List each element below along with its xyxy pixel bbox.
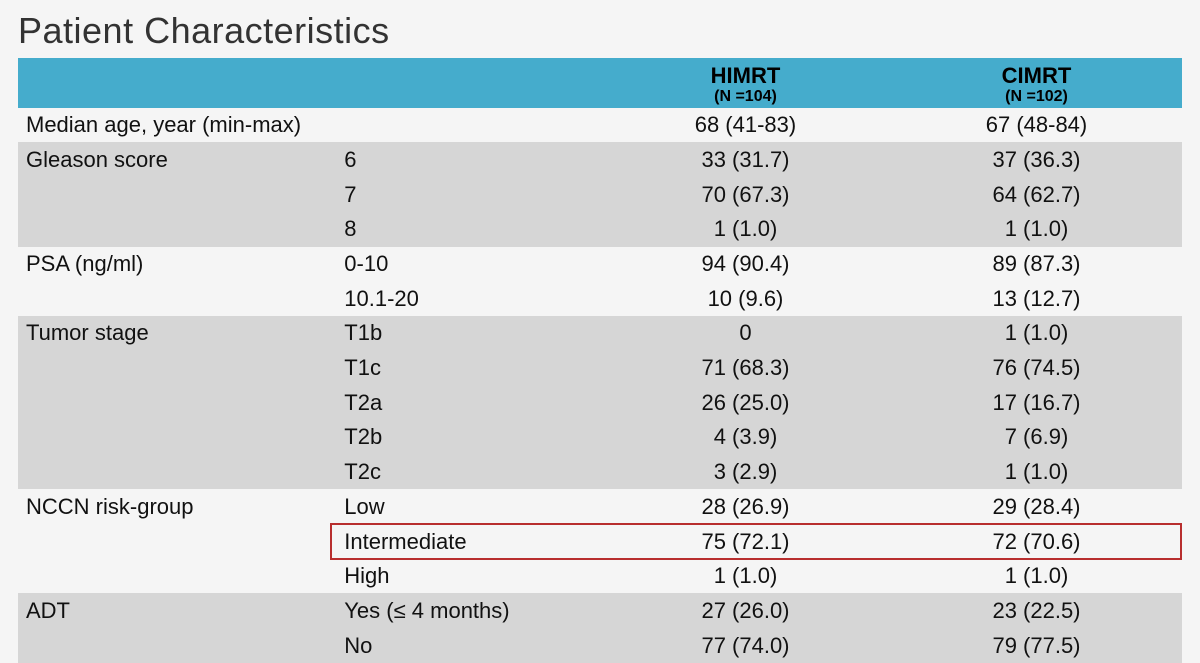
cell-c4: 37 (36.3) xyxy=(891,142,1182,177)
cell-c1 xyxy=(18,628,332,663)
cell-c1: Gleason score xyxy=(18,142,332,177)
header-cimrt-label: CIMRT xyxy=(1002,63,1072,88)
cell-c4: 1 (1.0) xyxy=(891,316,1182,351)
header-himrt-sub: (N =104) xyxy=(604,88,887,106)
cell-c2 xyxy=(332,108,600,143)
table-row: 770 (67.3)64 (62.7) xyxy=(18,177,1182,212)
cell-c3: 70 (67.3) xyxy=(600,177,891,212)
cell-c3: 1 (1.0) xyxy=(600,212,891,247)
cell-c1 xyxy=(18,455,332,490)
table-row: T1c71 (68.3)76 (74.5) xyxy=(18,351,1182,386)
cell-c4: 1 (1.0) xyxy=(891,455,1182,490)
cell-c3: 75 (72.1) xyxy=(600,524,891,559)
cell-c4: 89 (87.3) xyxy=(891,247,1182,282)
cell-c1: PSA (ng/ml) xyxy=(18,247,332,282)
cell-c4: 17 (16.7) xyxy=(891,385,1182,420)
cell-c2: 8 xyxy=(332,212,600,247)
cell-c4: 29 (28.4) xyxy=(891,489,1182,524)
cell-c4: 7 (6.9) xyxy=(891,420,1182,455)
patient-characteristics-table: HIMRT (N =104) CIMRT (N =102) Median age… xyxy=(18,58,1182,663)
cell-c2: Yes (≤ 4 months) xyxy=(332,593,600,628)
cell-c4: 64 (62.7) xyxy=(891,177,1182,212)
cell-c2: No xyxy=(332,628,600,663)
header-col-cimrt: CIMRT (N =102) xyxy=(891,58,1182,108)
cell-c2: 0-10 xyxy=(332,247,600,282)
cell-c3: 0 xyxy=(600,316,891,351)
table-row: High1 (1.0)1 (1.0) xyxy=(18,559,1182,594)
cell-c4: 13 (12.7) xyxy=(891,281,1182,316)
cell-c2: T2a xyxy=(332,385,600,420)
cell-c2: T1b xyxy=(332,316,600,351)
table-row: T2c3 (2.9)1 (1.0) xyxy=(18,455,1182,490)
cell-c2: 10.1-20 xyxy=(332,281,600,316)
table-row: T2b4 (3.9)7 (6.9) xyxy=(18,420,1182,455)
table-row: PSA (ng/ml)0-1094 (90.4)89 (87.3) xyxy=(18,247,1182,282)
table-row: ADTYes (≤ 4 months)27 (26.0)23 (22.5) xyxy=(18,593,1182,628)
cell-c3: 77 (74.0) xyxy=(600,628,891,663)
cell-c1: Median age, year (min-max) xyxy=(18,108,332,143)
table-header-row: HIMRT (N =104) CIMRT (N =102) xyxy=(18,58,1182,108)
header-col-himrt: HIMRT (N =104) xyxy=(600,58,891,108)
cell-c3: 4 (3.9) xyxy=(600,420,891,455)
cell-c3: 68 (41-83) xyxy=(600,108,891,143)
cell-c1 xyxy=(18,559,332,594)
table-row: NCCN risk-groupLow28 (26.9)29 (28.4) xyxy=(18,489,1182,524)
cell-c2: Intermediate xyxy=(332,524,600,559)
header-cimrt-sub: (N =102) xyxy=(895,88,1178,106)
cell-c1: NCCN risk-group xyxy=(18,489,332,524)
page-title: Patient Characteristics xyxy=(18,10,1182,52)
cell-c2: Low xyxy=(332,489,600,524)
header-col-1 xyxy=(18,58,332,108)
table-row: 81 (1.0)1 (1.0) xyxy=(18,212,1182,247)
cell-c3: 26 (25.0) xyxy=(600,385,891,420)
cell-c4: 79 (77.5) xyxy=(891,628,1182,663)
cell-c3: 10 (9.6) xyxy=(600,281,891,316)
cell-c3: 3 (2.9) xyxy=(600,455,891,490)
table-row: T2a26 (25.0)17 (16.7) xyxy=(18,385,1182,420)
table-row: Intermediate75 (72.1)72 (70.6) xyxy=(18,524,1182,559)
header-col-2 xyxy=(332,58,600,108)
cell-c2: T2b xyxy=(332,420,600,455)
cell-c1 xyxy=(18,351,332,386)
cell-c2: 7 xyxy=(332,177,600,212)
cell-c3: 1 (1.0) xyxy=(600,559,891,594)
table-row: Median age, year (min-max) 68 (41-83)67 (… xyxy=(18,108,1182,143)
cell-c3: 33 (31.7) xyxy=(600,142,891,177)
cell-c3: 94 (90.4) xyxy=(600,247,891,282)
cell-c4: 23 (22.5) xyxy=(891,593,1182,628)
cell-c4: 72 (70.6) xyxy=(891,524,1182,559)
cell-c3: 28 (26.9) xyxy=(600,489,891,524)
table-body: Median age, year (min-max)68 (41-83)67 (… xyxy=(18,108,1182,663)
cell-c2: T1c xyxy=(332,351,600,386)
cell-c1 xyxy=(18,385,332,420)
cell-c3: 27 (26.0) xyxy=(600,593,891,628)
table-row: No77 (74.0)79 (77.5) xyxy=(18,628,1182,663)
cell-c4: 67 (48-84) xyxy=(891,108,1182,143)
cell-c4: 1 (1.0) xyxy=(891,212,1182,247)
cell-c1 xyxy=(18,281,332,316)
cell-c1: Tumor stage xyxy=(18,316,332,351)
cell-c2: High xyxy=(332,559,600,594)
cell-c1 xyxy=(18,212,332,247)
cell-c2: 6 xyxy=(332,142,600,177)
header-himrt-label: HIMRT xyxy=(711,63,781,88)
cell-c4: 1 (1.0) xyxy=(891,559,1182,594)
cell-c1 xyxy=(18,420,332,455)
cell-c2: T2c xyxy=(332,455,600,490)
table-container: HIMRT (N =104) CIMRT (N =102) Median age… xyxy=(18,58,1182,663)
table-row: Tumor stageT1b01 (1.0) xyxy=(18,316,1182,351)
cell-c1 xyxy=(18,524,332,559)
cell-c3: 71 (68.3) xyxy=(600,351,891,386)
cell-c1: ADT xyxy=(18,593,332,628)
table-row: Gleason score633 (31.7)37 (36.3) xyxy=(18,142,1182,177)
table-row: 10.1-2010 (9.6)13 (12.7) xyxy=(18,281,1182,316)
cell-c1 xyxy=(18,177,332,212)
cell-c4: 76 (74.5) xyxy=(891,351,1182,386)
